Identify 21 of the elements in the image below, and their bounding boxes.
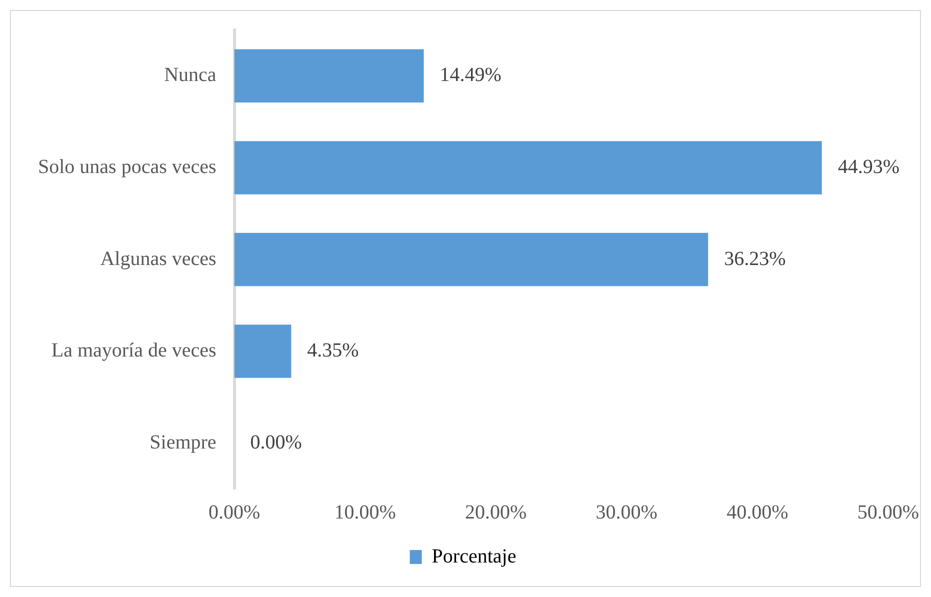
- y-tick-label: Siempre: [150, 431, 216, 454]
- bar: [234, 49, 424, 103]
- x-tick-label: 30.00%: [596, 501, 658, 524]
- legend-label: Porcentaje: [432, 545, 516, 568]
- x-tick-label: 50.00%: [857, 501, 920, 524]
- x-tick-label: 10.00%: [334, 501, 396, 524]
- data-label: 4.35%: [307, 340, 359, 362]
- bar: [234, 141, 822, 194]
- bar: [234, 232, 708, 286]
- x-tick-label: 0.00%: [208, 501, 260, 524]
- y-tick-label: Nunca: [164, 64, 216, 86]
- y-tick-label: Algunas veces: [100, 248, 217, 270]
- y-tick-label: Solo unas pocas veces: [38, 156, 216, 178]
- x-tick-label: 40.00%: [726, 501, 788, 524]
- data-label: 44.93%: [838, 156, 900, 178]
- x-tick-label: 20.00%: [465, 501, 527, 524]
- data-label: 14.49%: [440, 64, 502, 86]
- bar: [234, 324, 292, 378]
- data-label: 36.23%: [724, 248, 786, 270]
- y-tick-label: La mayoría de veces: [51, 340, 216, 362]
- data-label: 0.00%: [250, 431, 302, 454]
